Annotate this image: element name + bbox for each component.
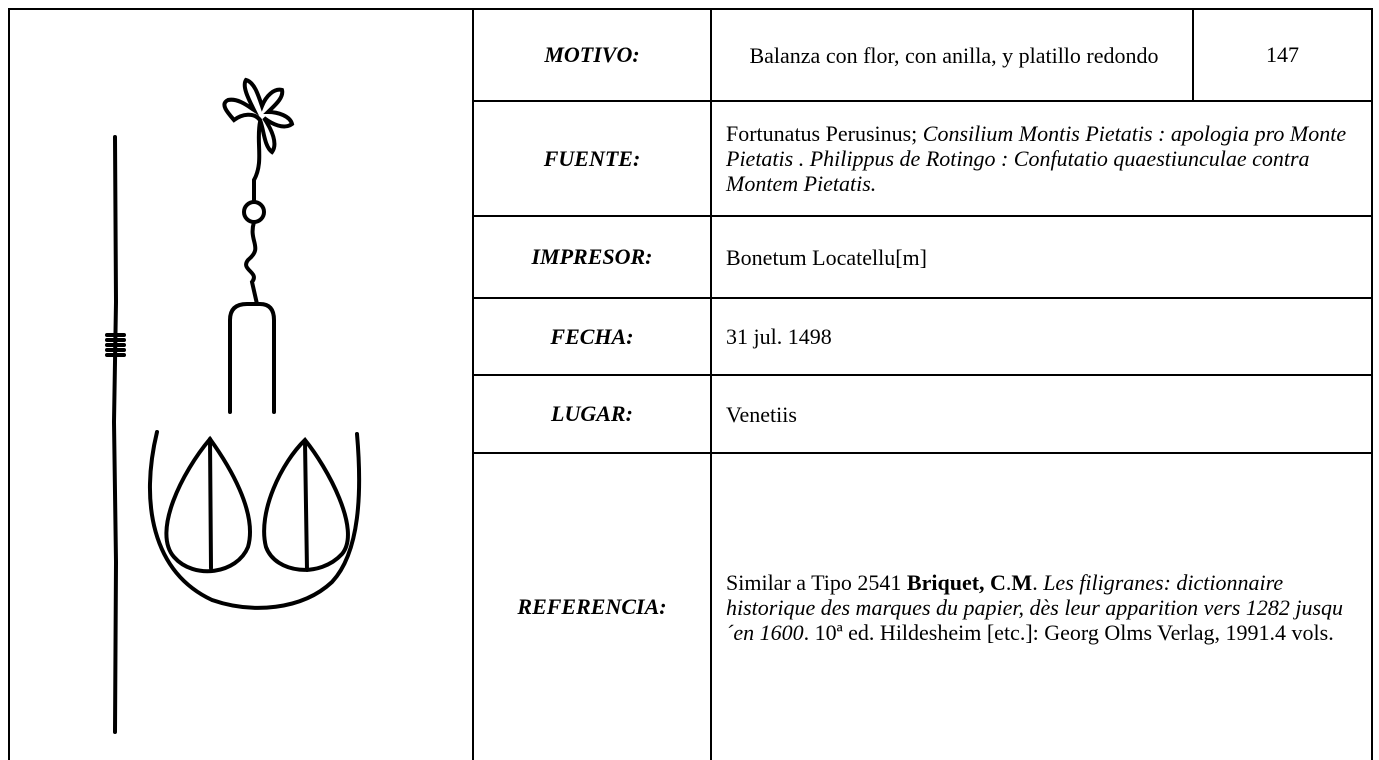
value-segment: Similar a Tipo 2541 (726, 569, 907, 595)
bowl (147, 430, 362, 610)
label-text: FUENTE: (543, 145, 641, 171)
value-segment: M (1011, 569, 1033, 595)
value-segment: Consilium Montis Pietatis : apologia pro… (726, 121, 1347, 196)
value-text: Venetiis (726, 402, 797, 427)
ring (242, 200, 266, 224)
row-value: 31 jul. 1498 (710, 297, 1373, 374)
label-text: MOTIVO: (544, 42, 640, 67)
value-segment: Les filigranes: dictionnaire historique … (726, 569, 1343, 645)
value-segment: Fortunatus Perusinus; (726, 121, 923, 146)
row-value: Bonetum Locatellu[m] (710, 215, 1373, 297)
value-segment: . (1005, 569, 1012, 595)
image-cell (8, 8, 474, 760)
wavy-stem (244, 220, 259, 306)
value-segment: . (1032, 569, 1044, 595)
handle (228, 302, 276, 414)
value-text: 31 jul. 1498 (726, 324, 832, 349)
chain-line (111, 135, 119, 734)
row-value: Fortunatus Perusinus; Consilium Montis P… (710, 100, 1373, 215)
value-segment: Bonetum Locatellu[m] (726, 244, 927, 270)
label-text: FECHA: (550, 323, 634, 349)
value-segment: Balanza con flor, con anilla, y platillo… (749, 42, 1159, 68)
value-text: Balanza con flor, con anilla, y platillo… (749, 43, 1158, 68)
row-label: FECHA: (472, 297, 710, 374)
label-text: REFERENCIA: (517, 594, 667, 619)
value-segment: Briquet, C (906, 569, 1006, 595)
stem (252, 120, 262, 202)
number-text: 147 (1266, 42, 1299, 67)
value-text: Bonetum Locatellu[m] (726, 245, 927, 270)
value-segment: 31 jul. 1498 (726, 324, 832, 349)
right-drop-line (303, 440, 309, 572)
right-drop (262, 437, 350, 572)
left-drop-line (208, 437, 213, 570)
value-segment: . 10ª ed. Hildesheim [etc.]: Georg Olms … (803, 619, 1334, 645)
label-text: IMPRESOR: (531, 244, 653, 269)
left-drop (164, 435, 252, 574)
row-label: LUGAR: (472, 374, 710, 452)
row-value: Balanza con flor, con anilla, y platillo… (710, 8, 1192, 100)
row-label: IMPRESOR: (472, 215, 710, 297)
value-text: Similar a Tipo 2541 Briquet, C.M. Les fi… (726, 570, 1361, 645)
flower (222, 77, 295, 155)
row-label: FUENTE: (472, 100, 710, 215)
row-value: Venetiis (710, 374, 1373, 452)
value-segment: Venetiis (726, 401, 797, 427)
row-label: MOTIVO: (472, 8, 710, 100)
value-text: Fortunatus Perusinus; Consilium Montis P… (726, 121, 1361, 196)
row-label: REFERENCIA: (472, 452, 710, 760)
row-value: Similar a Tipo 2541 Briquet, C.M. Les fi… (710, 452, 1373, 760)
watermark-drawing (105, 77, 362, 734)
row-number: 147 (1192, 8, 1373, 100)
label-text: LUGAR: (551, 401, 633, 426)
